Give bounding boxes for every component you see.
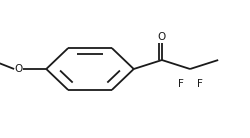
- Text: F: F: [178, 79, 184, 89]
- Text: O: O: [158, 32, 166, 42]
- Text: O: O: [14, 64, 23, 74]
- Text: F: F: [196, 79, 202, 89]
